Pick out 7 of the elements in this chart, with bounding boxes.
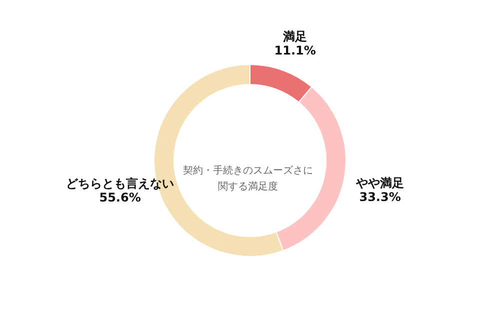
data-label: 11.1% <box>274 43 316 58</box>
text: 契約・手続きのスムーズさに関する満足度 <box>183 164 313 192</box>
data-label: 55.6% <box>99 190 141 205</box>
data-label: 33.3% <box>359 190 401 204</box>
slice-label: どちらとも言えない <box>66 176 174 191</box>
slice-label: やや満足 <box>355 176 404 190</box>
slice-label: 満足 <box>282 29 308 44</box>
